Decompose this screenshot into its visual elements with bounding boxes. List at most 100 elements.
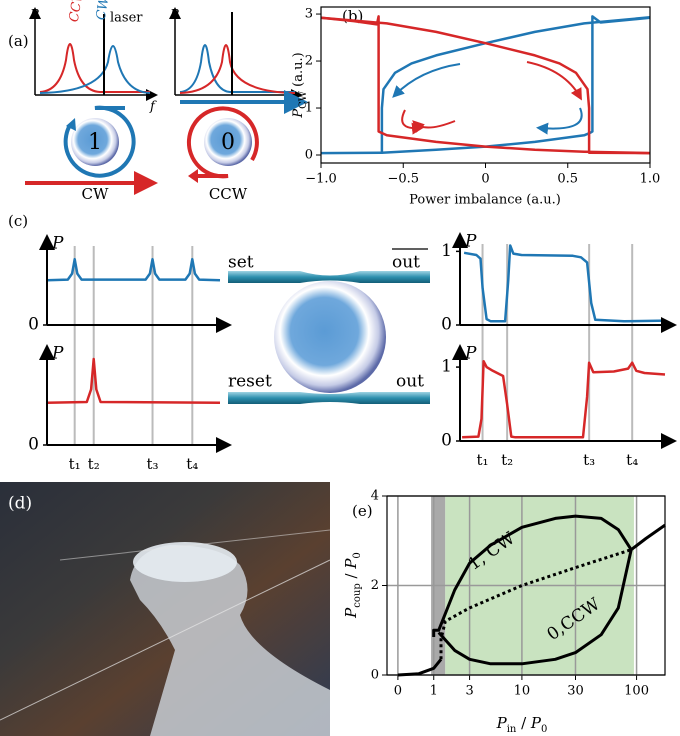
x-tick-label: 10 [514,684,531,699]
y-tick-label: 0 [371,668,379,683]
label-part: P [342,607,360,619]
y-tick-label: 1 [305,101,313,116]
ring-state: 0 [221,130,235,155]
bottle-top [133,542,237,582]
bottle [130,545,330,736]
plot-frame [320,6,651,164]
spectrum [39,45,151,94]
series-line [463,244,666,323]
axis-label: P [51,344,64,364]
hysteresis-arrow [401,109,424,135]
y-tick-label: 1 [441,357,452,377]
y-tick-label: 0 [28,435,39,455]
hysteresis-arrow [392,63,461,98]
port-label: out [396,372,424,392]
cw-arrow [63,105,136,178]
plot-frame [386,495,666,676]
port-label: out [392,253,420,273]
axis-label: f [149,100,157,115]
x-tick-label: 0 [481,172,489,187]
spectrum [39,43,150,93]
series-line [381,15,651,154]
series-line [397,658,443,677]
label-part: 0 [541,724,547,735]
panel-label: (d) [8,494,32,514]
port-label: reset [228,372,272,392]
hysteresis-arrow [412,120,456,133]
panel-label: (a) [8,32,29,50]
label-part: 0 [352,552,363,558]
label-part: (a.u.) [291,52,306,91]
x-axis-label: Pin / P0 [496,714,548,735]
peak-label: CW [94,0,113,21]
label-part: coup [352,583,363,607]
label-part: / [342,569,360,584]
arrow-head [66,118,76,131]
y-tick-label: 1 [441,241,452,261]
x-tick-label: −0.5 [387,172,419,187]
fiber [0,559,331,721]
ring-caption: CCW [209,185,248,203]
y-tick-label: 2 [305,54,313,69]
time-label: t₄ [186,455,198,473]
axis-label: P [29,8,39,23]
x-tick-label: 100 [624,684,649,699]
axis-label: P [464,344,477,364]
label-part: P [496,714,508,732]
axis-label: P [51,234,64,254]
x-tick-label: 1 [430,684,438,699]
label-part: CW [298,90,309,109]
hysteresis-arrow [536,107,583,135]
time-label: t₁ [69,455,81,473]
series-line [320,16,651,155]
axis-label: P [169,8,179,23]
hysteresis-arrow [526,61,582,101]
series-line [320,15,651,155]
y-tick-label: 0 [305,148,313,163]
y-axis-label: PCW (a.u.) [291,52,310,118]
series-line [432,514,633,637]
y-tick-label: 0 [28,315,39,335]
label-part: in [507,724,517,735]
axis-label: P [464,232,477,252]
ring [204,118,252,166]
series-line [462,359,666,439]
x-tick-label: 0 [394,684,402,699]
ccw-arrow [186,106,259,179]
spectrum [179,44,295,93]
waveguide [228,271,430,283]
diagram-a: P f CCW CW laser P 1 CW 0 CCW [25,0,308,203]
y-tick-label: 3 [305,7,313,22]
y-axis-label: Pcoup / P0 [342,552,363,619]
spectrum [179,44,296,94]
time-label: t₃ [583,451,595,469]
x-tick-label: 0.5 [557,172,578,187]
time-label: t₁ [477,451,489,469]
port-label: set [228,253,254,273]
diagram-c: set out reset out [228,248,430,404]
y-tick-label: 2 [371,578,379,593]
series-line [439,548,632,660]
ring-caption: CW [82,185,109,203]
time-label: t₂ [501,451,513,469]
y-tick-label: 0 [441,431,452,451]
ring-state: 1 [88,130,102,155]
time-label: t₃ [147,455,159,473]
label-part: P [530,714,542,732]
panel-label: (e) [352,502,373,520]
label-part: P [342,558,360,570]
x-tick-label: 3 [465,684,473,699]
y-tick-label: 4 [371,489,379,504]
arrow-head [188,169,198,183]
panel-label: (c) [8,212,28,230]
x-axis-label: Power imbalance (a.u.) [409,193,561,208]
time-label: t₂ [88,455,100,473]
fiber [59,529,331,561]
series-line [46,257,221,282]
x-tick-label: 30 [567,684,584,699]
x-tick-label: 1.0 [640,172,661,187]
x-tick-label: −1.0 [305,172,337,187]
label-part: P [291,109,306,119]
